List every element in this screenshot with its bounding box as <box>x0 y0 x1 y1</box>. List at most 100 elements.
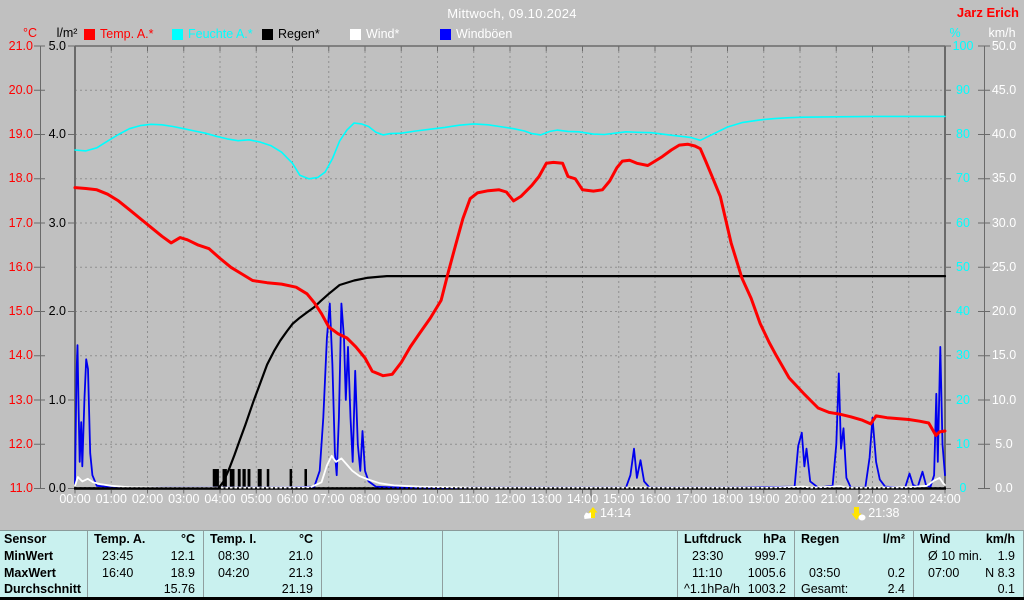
legend-swatch-icon <box>84 29 95 40</box>
temp-axis-label: 19.0 <box>8 127 33 141</box>
rain-interval-bar <box>304 469 307 489</box>
legend-swatch-icon <box>440 29 451 40</box>
x-axis-label: 10:00 <box>421 492 454 506</box>
wind-axis-label: 50.0 <box>991 38 1017 53</box>
table-max-row <box>443 565 558 582</box>
x-axis-label: 23:00 <box>893 492 925 506</box>
x-axis-label: 16:00 <box>639 492 671 506</box>
avg-time <box>443 581 449 598</box>
avg-time <box>204 581 210 598</box>
min-value <box>905 548 913 565</box>
humidity-axis-label: 20 <box>956 392 970 407</box>
wind-axis-label: 5.0 <box>995 436 1013 451</box>
bottom-bar <box>0 597 1024 600</box>
table-header-row: Regen l/m² <box>795 531 913 548</box>
arrow-down-event-icon <box>851 506 866 520</box>
wind-axis-unit: km/h <box>988 26 1016 40</box>
table-sensor-column <box>322 531 443 598</box>
x-axis-label: 24:00 <box>929 492 961 506</box>
humidity-axis-label: 40 <box>956 304 970 318</box>
table-row-labels-column: Sensor MinWert MaxWert Durchschnitt <box>0 531 88 598</box>
x-axis-label: 15:00 <box>603 492 635 506</box>
x-axis-label: 22:00 <box>856 492 889 506</box>
event-marker: 14:14 <box>583 505 631 521</box>
table-avg-row <box>559 581 677 598</box>
avg-value: 2.4 <box>887 582 905 597</box>
humidity-axis-label: 90 <box>956 82 970 97</box>
x-axis-label: 18:00 <box>711 492 744 506</box>
x-axis-label: 08:00 <box>349 492 381 506</box>
max-value <box>669 565 677 582</box>
avg-time <box>914 581 920 598</box>
sensor-name: Luftdruck <box>684 532 742 546</box>
min-time: 23:30 <box>692 548 724 563</box>
table-sensor-column <box>559 531 678 598</box>
min-value: 999.7 <box>754 548 786 563</box>
table-max-row: 16:40 18.9 <box>88 565 203 582</box>
x-axis-label: 04:00 <box>204 492 236 506</box>
table-avg-row: 21.19 <box>204 581 321 598</box>
table-avg-row: ^1.1hPa/h 1003.2 <box>678 581 794 598</box>
max-value <box>550 565 558 582</box>
temp-axis-label: 14.0 <box>8 348 33 363</box>
sensor-name: Regen <box>801 532 840 546</box>
table-max-row: 11:10 1005.6 <box>678 565 794 582</box>
sensor-unit: °C <box>298 532 313 546</box>
table-min-row <box>795 548 913 565</box>
avg-value <box>434 581 442 598</box>
x-axis-label: 20:00 <box>784 492 816 506</box>
min-value: 1.9 <box>997 548 1015 563</box>
legend-label: Regen* <box>278 27 320 41</box>
avg-value <box>669 581 677 598</box>
max-value: N 8.3 <box>985 565 1015 580</box>
table-max-row <box>559 565 677 582</box>
avg-value <box>550 581 558 598</box>
wind-axis-label: 15.0 <box>991 348 1017 363</box>
max-time <box>559 565 573 582</box>
table-row-label: Durchschnitt <box>4 582 82 597</box>
min-time <box>795 548 809 565</box>
x-axis-label: 09:00 <box>385 492 417 506</box>
sensor-name <box>322 531 328 548</box>
table-header-row <box>443 531 558 548</box>
table-min-row <box>559 548 677 565</box>
table-avg-row: 0.1 <box>914 581 1023 598</box>
max-value: 18.9 <box>170 565 195 580</box>
rain-interval-bar <box>247 469 251 489</box>
sensor-name <box>559 531 565 548</box>
rain-interval-bar <box>212 469 219 489</box>
humidity-axis-unit: % <box>949 26 961 40</box>
max-value: 0.2 <box>887 565 905 580</box>
min-time: 08:30 <box>218 548 250 563</box>
max-time <box>322 565 336 582</box>
avg-value: 21.19 <box>281 582 313 597</box>
sensor-unit <box>434 531 442 548</box>
series-line-feuchte-a- <box>74 115 946 180</box>
table-header-row: Luftdruck hPa <box>678 531 794 548</box>
avg-time: ^1.1hPa/h <box>684 582 740 597</box>
legend-label: Wind* <box>366 27 400 41</box>
x-axis-label: 05:00 <box>240 492 272 506</box>
table-sensor-column: Temp. I. °C 08:30 21.0 04:20 21.3 21.19 <box>204 531 322 598</box>
temp-axis-label: 16.0 <box>8 259 33 274</box>
table-row-label: MinWert <box>4 548 54 563</box>
avg-time <box>322 581 328 598</box>
sensor-name: Wind <box>920 532 951 546</box>
x-axis-label: 14:00 <box>566 492 599 506</box>
x-axis-label: 19:00 <box>748 492 780 506</box>
temp-axis-label: 11.0 <box>9 481 33 495</box>
max-time: 07:00 <box>928 565 960 580</box>
series-line-regen-summe- <box>73 275 947 490</box>
sensor-unit <box>669 531 677 548</box>
wind-axis-label: 25.0 <box>991 259 1017 274</box>
min-time <box>559 548 573 565</box>
legend-swatch-icon <box>262 29 273 40</box>
max-value <box>434 565 442 582</box>
temp-axis-label: 13.0 <box>8 392 33 407</box>
table-max-row <box>322 565 442 582</box>
rain-axis-label: 3.0 <box>48 215 66 230</box>
table-min-row: Ø 10 min. 1.9 <box>914 548 1023 565</box>
wind-axis-label: 35.0 <box>991 171 1017 186</box>
table-min-row: 23:45 12.1 <box>88 548 203 565</box>
table-max-row: 03:50 0.2 <box>795 565 913 582</box>
